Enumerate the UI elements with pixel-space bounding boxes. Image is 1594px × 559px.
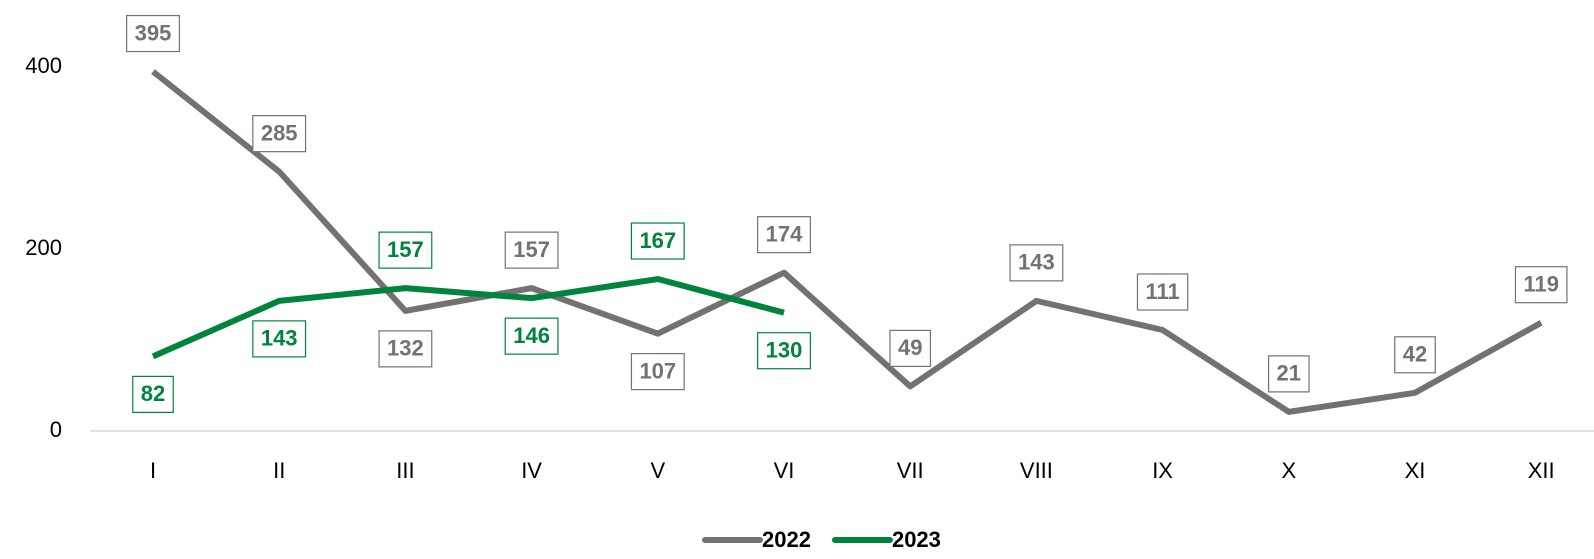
data-label: 130 <box>757 332 811 370</box>
x-tick-label: X <box>1281 458 1296 483</box>
data-label-box <box>378 330 433 368</box>
x-tick-label: III <box>396 458 414 483</box>
series-line <box>151 276 785 360</box>
data-label-text: 167 <box>639 228 676 253</box>
data-label-text: 132 <box>387 336 424 361</box>
x-tick-label: II <box>273 458 285 483</box>
data-label: 146 <box>504 317 559 355</box>
x-tick-label: V <box>650 458 665 483</box>
data-label-box <box>504 317 559 355</box>
data-label-box <box>252 320 307 358</box>
data-label-text: 111 <box>1145 279 1179 304</box>
data-label: 82 <box>132 375 174 413</box>
data-label: 143 <box>1009 244 1064 282</box>
data-label-box <box>1009 244 1064 282</box>
data-label: 143 <box>252 320 307 358</box>
data-label-box <box>757 332 811 370</box>
data-label: 157 <box>378 231 433 269</box>
data-label-box <box>126 14 180 53</box>
y-tick-label: 0 <box>50 417 62 442</box>
data-label: 167 <box>630 222 685 260</box>
x-tick-label: I <box>150 458 156 483</box>
x-tick-label: XI <box>1405 458 1426 483</box>
data-label-text: 146 <box>513 323 550 348</box>
data-label: 49 <box>889 329 932 368</box>
y-tick-label: 400 <box>25 53 62 78</box>
data-label: 111 <box>1136 273 1189 311</box>
data-label-box <box>630 222 685 260</box>
data-label-text: 82 <box>141 381 165 406</box>
data-label-box <box>132 375 174 413</box>
data-label-box <box>378 231 433 269</box>
x-tick-label: VIII <box>1020 458 1053 483</box>
data-label-text: 130 <box>766 338 803 363</box>
y-tick-label: 200 <box>25 235 62 260</box>
data-label: 395 <box>126 14 180 53</box>
data-label-text: 143 <box>261 326 298 351</box>
data-label: 107 <box>630 353 685 391</box>
data-label: 119 <box>1514 266 1568 304</box>
data-label-text: 174 <box>766 221 803 246</box>
x-tick-label: VII <box>897 458 924 483</box>
data-label-text: 143 <box>1018 250 1055 275</box>
x-tick-label: XII <box>1528 458 1555 483</box>
legend-label: 2023 <box>892 527 941 552</box>
data-label-box <box>252 115 307 153</box>
data-label-text: 395 <box>135 20 172 45</box>
data-label: 132 <box>378 330 433 368</box>
data-label: 285 <box>252 115 307 153</box>
data-label-box <box>630 353 685 391</box>
data-label-box <box>1136 273 1189 311</box>
data-label-box <box>889 329 932 368</box>
data-label-box <box>504 231 559 269</box>
data-label-text: 42 <box>1403 342 1427 367</box>
data-label: 42 <box>1394 336 1436 374</box>
x-tick-label: IV <box>521 458 542 483</box>
data-label: 174 <box>757 216 811 254</box>
x-tick-label: IX <box>1152 458 1173 483</box>
data-label-text: 157 <box>387 237 424 262</box>
legend-label: 2022 <box>762 527 811 552</box>
data-label-text: 119 <box>1523 272 1559 297</box>
data-label: 21 <box>1267 355 1310 393</box>
data-label-box <box>1514 266 1568 304</box>
data-label-text: 21 <box>1277 361 1301 386</box>
data-label-text: 157 <box>513 237 550 262</box>
data-label-text: 285 <box>261 120 298 145</box>
data-label-box <box>757 216 811 254</box>
data-label-text: 107 <box>639 358 676 383</box>
data-label-text: 49 <box>898 335 922 360</box>
series-line <box>151 69 1543 415</box>
data-label-box <box>1394 336 1436 374</box>
x-tick-label: VI <box>774 458 795 483</box>
data-label-box <box>1267 355 1310 393</box>
data-label: 157 <box>504 231 559 269</box>
